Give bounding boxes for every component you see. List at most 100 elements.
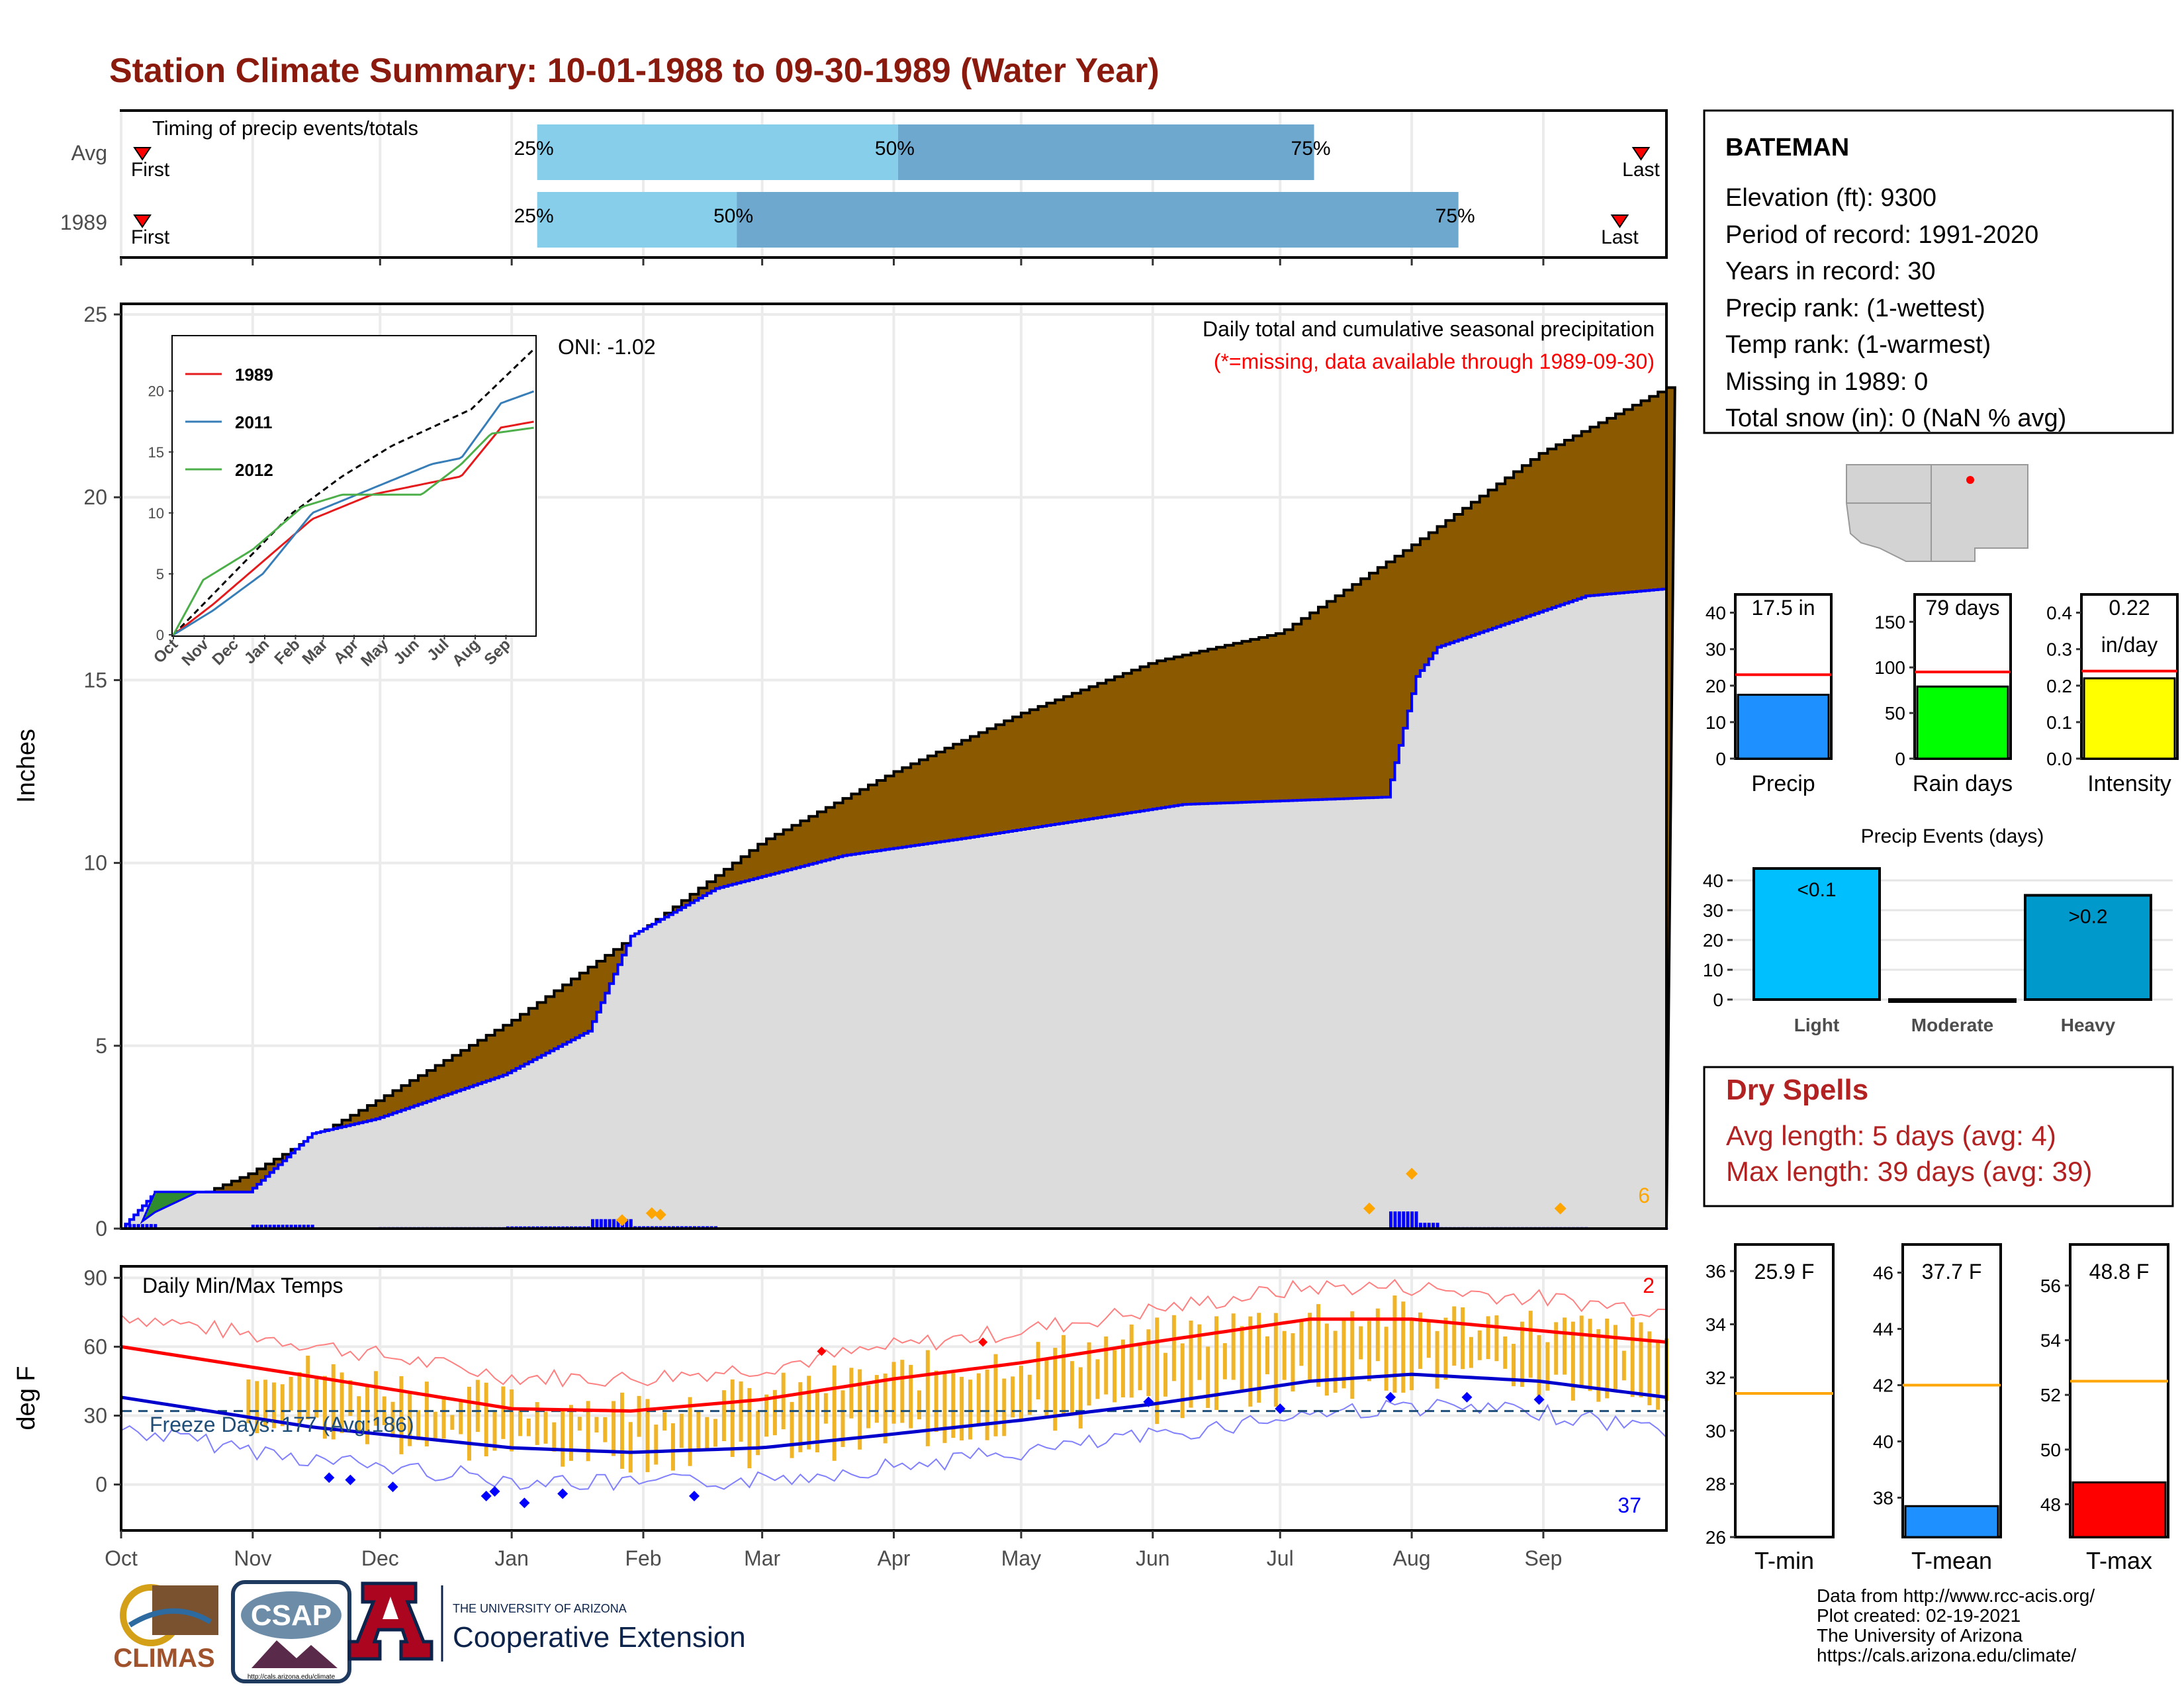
timing-q50-q75-bar: [897, 124, 1314, 180]
mini-bar-tick-label: 0.2: [2046, 676, 2072, 696]
daily-temp-bar: [790, 1401, 794, 1458]
inset-ytick-label: 20: [148, 383, 164, 400]
temp-bar-tick-label: 42: [1873, 1376, 1893, 1396]
legend-1989: 1989: [235, 365, 273, 385]
record-high-marker: [978, 1337, 988, 1347]
month-tick-label: May: [1001, 1546, 1041, 1570]
cumulative-observed-area: [121, 587, 1668, 1230]
mini-bar-tick-label: 0.1: [2046, 712, 2072, 733]
daily-temp-bar: [1138, 1344, 1142, 1391]
daily-temp-bar: [1614, 1325, 1618, 1389]
tmin-normal-line: [120, 1372, 1667, 1454]
month-tick-label: Sep: [1525, 1546, 1563, 1570]
record-low-marker: [324, 1472, 335, 1483]
daily-temp-bar: [1027, 1374, 1032, 1415]
station-name: BATEMAN: [1725, 134, 1849, 162]
temp-bar-tick-label: 40: [1873, 1432, 1893, 1452]
daily-temp-bar: [1062, 1335, 1066, 1414]
daily-temp-bar: [1630, 1317, 1635, 1397]
daily-temp-bar: [1621, 1350, 1626, 1381]
credits: Data from http://www.rcc-acis.org/ Plot …: [1817, 1585, 2095, 1665]
daily-temp-bar: [747, 1387, 752, 1469]
daily-temp-bar: [1146, 1329, 1151, 1397]
daily-temp-bar: [637, 1395, 641, 1437]
daily-temp-bar: [1214, 1316, 1219, 1410]
daily-precip-bar: [281, 1225, 285, 1229]
mini-bar-value: [1737, 694, 1830, 760]
daily-temp-bar: [1333, 1331, 1338, 1393]
daily-temp-bar: [1435, 1331, 1439, 1389]
daily-precip-bar: [285, 1225, 289, 1229]
climas-text: CLIMAS: [113, 1644, 214, 1673]
temp-bar-tick-label: 48: [2040, 1494, 2061, 1515]
station-location-dot: [1966, 476, 1974, 484]
record-low-marker: [1385, 1391, 1396, 1403]
daily-temp-bar: [348, 1380, 353, 1417]
temp-bar-tick-label: 28: [1706, 1474, 1726, 1495]
daily-temp-bar: [1036, 1342, 1040, 1399]
temp-bar-tick-label: 52: [2040, 1385, 2061, 1405]
daily-temp-bar: [909, 1364, 913, 1429]
daily-temp-bar: [866, 1385, 871, 1429]
daily-temp-bar: [1512, 1344, 1516, 1387]
daily-temp-bar: [662, 1412, 667, 1431]
temp-bar-tick-label: 44: [1873, 1319, 1893, 1340]
daily-temp-bar: [297, 1372, 302, 1425]
daily-temp-bar: [433, 1411, 437, 1440]
daily-temp-bar: [1426, 1319, 1431, 1358]
events-tick-label: 40: [1703, 870, 1723, 891]
daily-precip-bar: [1418, 1223, 1422, 1229]
record-low-marker: [489, 1486, 500, 1497]
month-tick-label: Oct: [105, 1546, 138, 1570]
temp-bar-t-max: 48 50 52 54 56 48.8 F T-max: [2040, 1243, 2169, 1574]
temp-bar-tick-label: 46: [1873, 1263, 1893, 1284]
daily-temp-bar: [1477, 1330, 1482, 1360]
events-bar-light: [1752, 867, 1881, 1001]
daily-precip-bar: [595, 1219, 599, 1229]
daily-temp-bar: [255, 1381, 259, 1434]
daily-temp-bar: [1069, 1361, 1074, 1415]
csap-logo: CSAP http://cals.arizona.edu/climate: [231, 1580, 351, 1683]
station-line-1: Elevation (ft): 9300: [1725, 184, 1936, 212]
daily-temp-bar: [976, 1373, 981, 1426]
daily-precip-bar: [128, 1224, 132, 1229]
mini-bar-label: Rain days: [1913, 771, 2013, 796]
temp-bar-tick-label: 30: [1706, 1421, 1726, 1441]
daily-temp-bar: [1002, 1378, 1007, 1436]
daily-temp-bar: [1452, 1306, 1457, 1366]
daily-temp-bar: [654, 1425, 659, 1465]
last-event-marker: [1610, 214, 1629, 228]
mini-bar-value-unit: in/day: [2101, 633, 2158, 657]
precip-ytick-label: 10: [83, 851, 107, 875]
inset-legend: 1989 2011 2012: [185, 365, 273, 480]
daily-temp-bar: [849, 1368, 854, 1419]
daily-temp-bar: [577, 1417, 582, 1431]
timing-25-label: 25%: [514, 205, 554, 227]
first-label: First: [131, 226, 170, 248]
mini-bar-tick-label: 0.4: [2046, 603, 2072, 624]
temp-panel: 0 30 60 90 deg F Daily Min/Max Temps Freeze…: [13, 1265, 1668, 1532]
daily-temp-bar: [730, 1379, 735, 1457]
mini-bar-label: Precip: [1751, 771, 1815, 796]
temp-ytick-label: 60: [83, 1335, 107, 1358]
daily-temp-bar: [1180, 1343, 1185, 1419]
daily-temp-bar: [781, 1372, 786, 1430]
daily-temp-bar: [1053, 1348, 1058, 1431]
events-bar-moderate: [1888, 998, 2017, 1003]
mini-bar-tick-label: 0: [1715, 749, 1726, 769]
daily-temp-bar: [1155, 1317, 1160, 1425]
daily-precip-bar: [629, 1219, 633, 1229]
daily-temp-bar: [1316, 1304, 1320, 1387]
precip-ylabel: Inches: [13, 729, 40, 803]
daily-temp-bar: [883, 1373, 887, 1444]
daily-temp-bar: [1171, 1315, 1176, 1382]
daily-temp-bar: [705, 1417, 709, 1450]
daily-temp-bar: [985, 1369, 989, 1440]
daily-temp-bar: [772, 1389, 777, 1436]
timing-q25-q50-bar: [537, 124, 898, 180]
daily-temp-bar: [1486, 1316, 1490, 1360]
first-label: First: [131, 159, 170, 181]
daily-temp-bar: [628, 1422, 633, 1473]
temp-bar-tick-label: 32: [1706, 1368, 1726, 1388]
precip-ytick-label: 20: [83, 485, 107, 509]
